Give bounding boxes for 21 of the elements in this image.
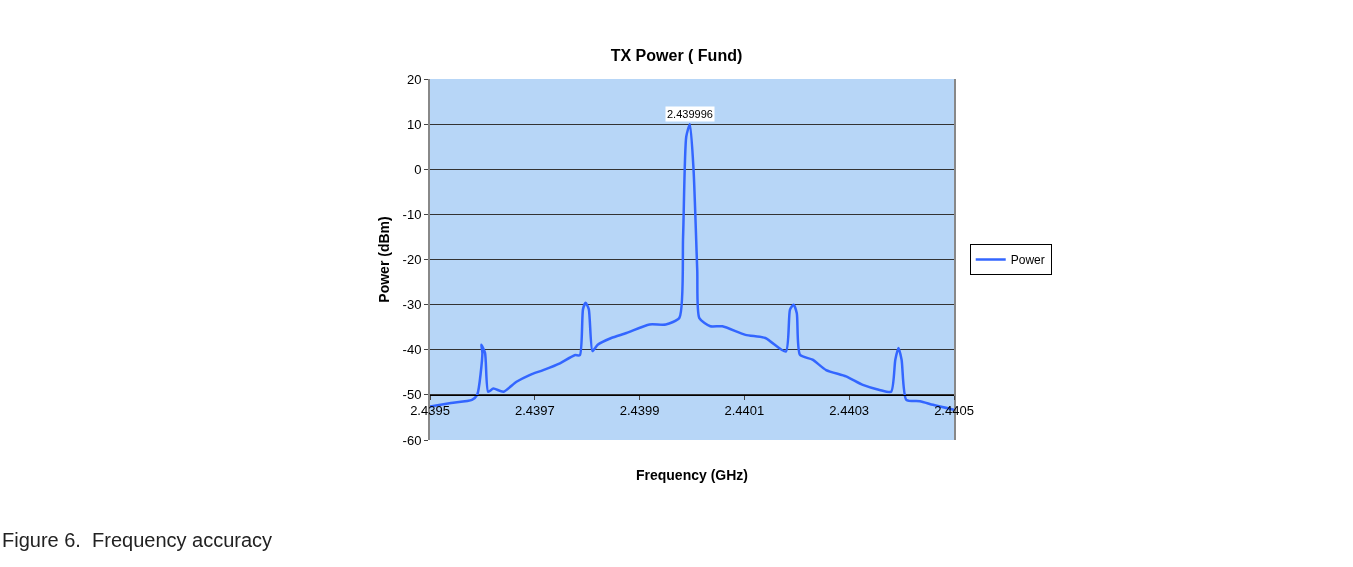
y-tick-label: -10 [402, 206, 422, 222]
y-tick-label: 10 [406, 116, 422, 132]
x-axis-title: Frequency (GHz) [635, 466, 749, 483]
legend-label: Power [1010, 253, 1045, 268]
y-tick-label: -40 [402, 342, 422, 358]
y-tick-label: -50 [402, 387, 422, 403]
x-tick-label: 2.4395 [410, 403, 450, 419]
x-tick-label: 2.4405 [934, 403, 974, 419]
y-tick-label: 20 [406, 71, 422, 87]
y-axis-title: Power (dBm) [375, 216, 392, 303]
x-tick-label: 2.4399 [619, 403, 660, 419]
y-tick-label: 0 [414, 161, 422, 177]
y-tick-label: -30 [402, 297, 422, 313]
chart-title: TX Power ( Fund) [610, 46, 743, 64]
y-tick-label: -60 [402, 432, 422, 448]
x-tick-label: 2.4397 [514, 403, 555, 419]
x-tick-label: 2.4401 [724, 403, 765, 419]
caption: Figure 6. Frequency accuracy [2, 529, 273, 551]
annotation: 2.439996 [667, 108, 713, 120]
x-tick-label: 2.4403 [829, 403, 870, 419]
y-tick-label: -20 [402, 252, 422, 268]
